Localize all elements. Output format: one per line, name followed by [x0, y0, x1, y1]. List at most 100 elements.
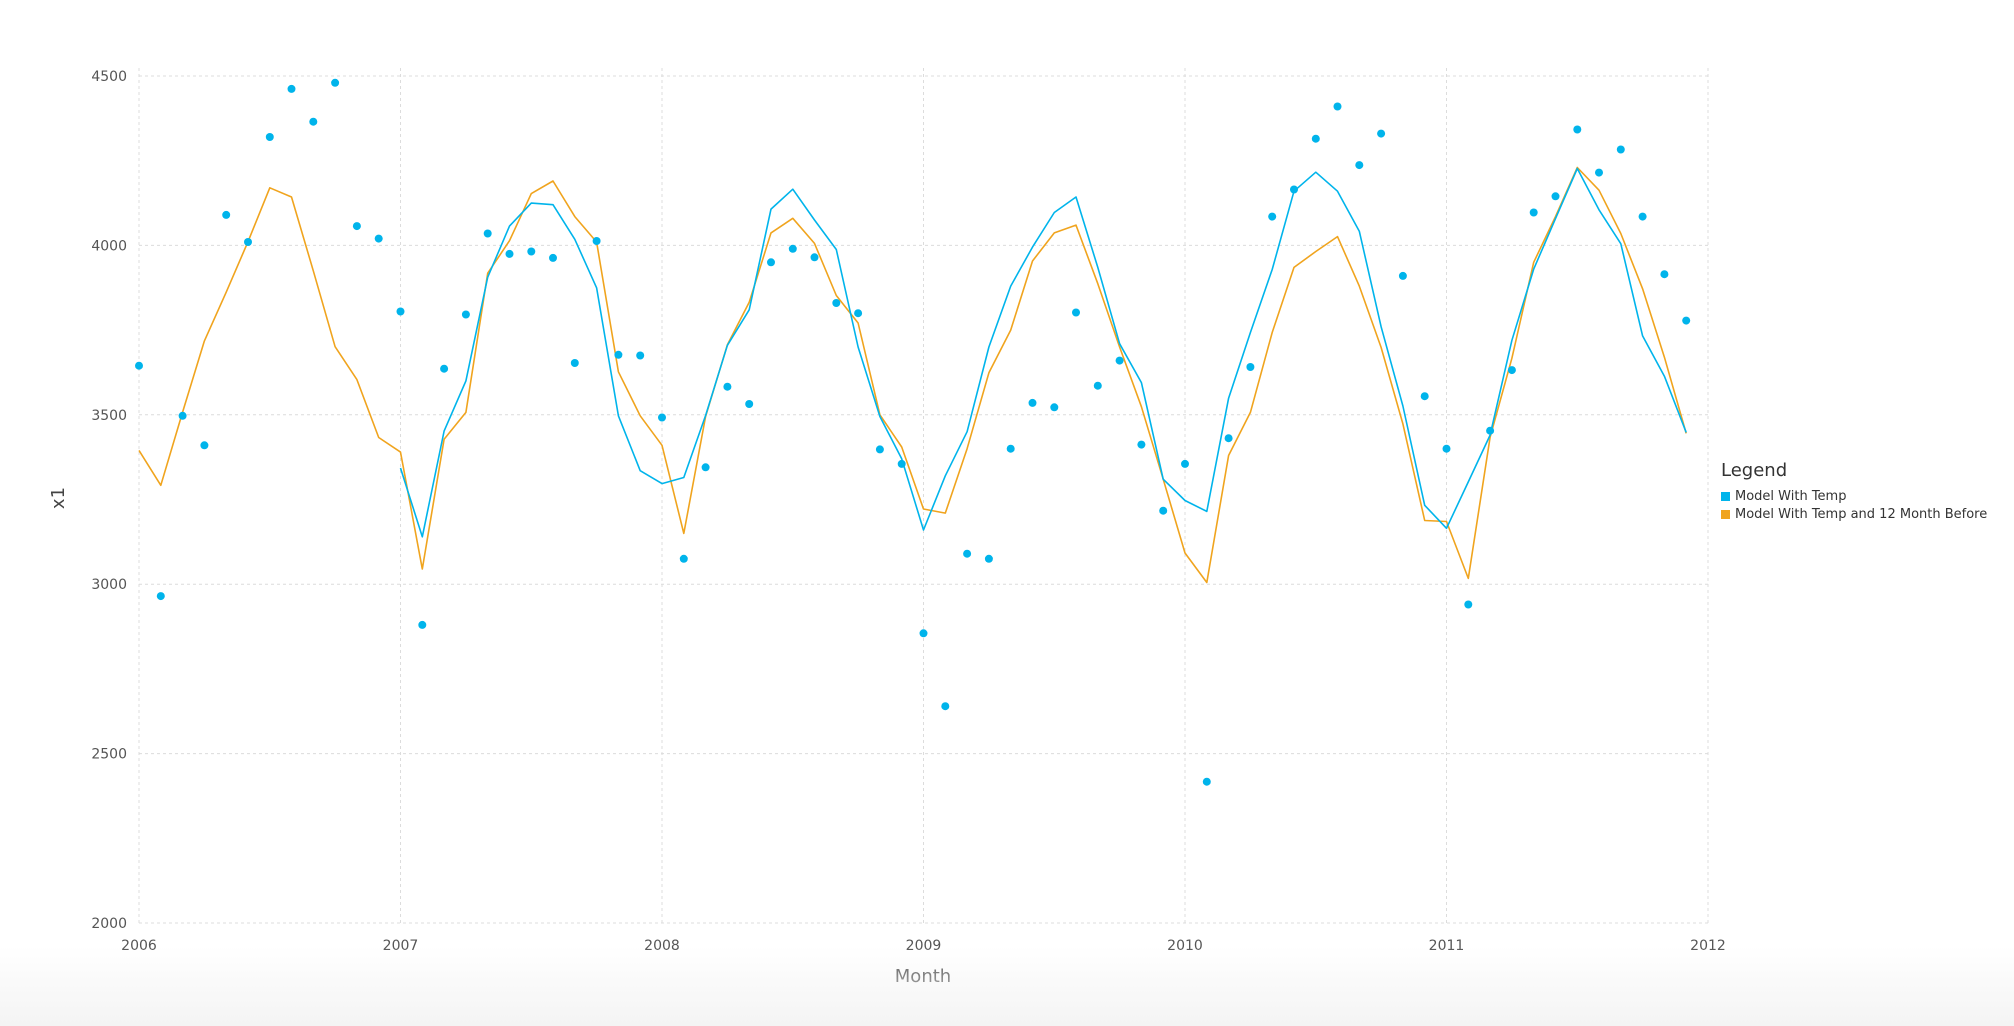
data-point	[200, 441, 209, 450]
data-point	[1398, 271, 1407, 280]
data-point	[309, 117, 318, 126]
data-point	[374, 234, 383, 243]
y-tick-label: 2000	[91, 916, 127, 932]
data-point	[810, 253, 819, 262]
data-point	[440, 364, 449, 373]
data-point	[396, 307, 405, 316]
data-point	[1573, 125, 1582, 134]
data-point	[178, 411, 187, 420]
x-tick-label: 2011	[1429, 938, 1465, 954]
data-point	[331, 78, 340, 87]
grid-lines	[138, 68, 1709, 924]
y-tick-label: 2500	[91, 747, 127, 763]
x-axis-label: Month	[895, 966, 951, 987]
data-point	[679, 554, 688, 563]
x-tick-label: 2007	[383, 938, 419, 954]
data-point	[1377, 129, 1386, 138]
data-point	[570, 359, 579, 367]
x-tick-label: 2006	[121, 938, 157, 954]
data-point	[919, 629, 928, 638]
data-point	[352, 222, 361, 231]
data-point	[1246, 363, 1255, 371]
y-axis-label: x1	[48, 487, 69, 509]
data-point	[461, 310, 470, 319]
legend: Legend Model With Temp Model With Temp a…	[1721, 460, 1987, 523]
data-point	[265, 133, 274, 141]
data-point	[854, 309, 863, 318]
data-point	[483, 229, 492, 238]
data-point	[156, 592, 165, 601]
data-point	[505, 249, 514, 258]
data-point	[592, 237, 601, 245]
data-point	[1442, 444, 1451, 453]
data-point	[1159, 506, 1168, 515]
data-point	[1616, 145, 1625, 154]
axes: 2000 2500 3000 3500 4000 4500 2006 2007 2008 2009…	[91, 69, 1725, 954]
data-point	[549, 253, 557, 262]
legend-swatch-model-with-temp-and-12-month	[1721, 509, 1730, 519]
observed-points	[135, 78, 1691, 786]
data-point	[745, 400, 754, 408]
data-point	[1072, 308, 1080, 317]
data-point	[1006, 444, 1015, 453]
data-point	[1224, 434, 1233, 443]
data-point	[1464, 600, 1473, 609]
data-point	[287, 84, 296, 93]
series-line-model-with-temp-and-12-month-before	[138, 166, 1687, 584]
data-point	[135, 361, 143, 370]
data-point	[1682, 316, 1691, 325]
data-point	[1420, 392, 1429, 401]
data-point	[1181, 459, 1189, 468]
data-point	[1115, 356, 1124, 365]
data-point	[875, 445, 884, 454]
data-point	[1551, 192, 1560, 201]
legend-title: Legend	[1721, 460, 1788, 481]
data-point	[222, 210, 231, 219]
data-point	[244, 238, 252, 246]
data-point	[527, 247, 536, 256]
y-tick-label: 4000	[91, 238, 127, 254]
data-point	[1268, 212, 1277, 221]
data-point	[1137, 440, 1146, 449]
data-point	[1638, 212, 1647, 221]
y-tick-label: 3500	[91, 408, 127, 424]
data-point	[1050, 403, 1059, 412]
x-tick-label: 2010	[1167, 938, 1203, 954]
legend-item-model-with-temp-and-12-month: Model With Temp and 12 Month Before	[1721, 505, 1987, 523]
data-point	[1595, 168, 1603, 177]
data-point	[767, 258, 775, 267]
data-point	[1311, 134, 1320, 143]
legend-label-model-with-temp: Model With Temp	[1735, 488, 1847, 504]
data-point	[1093, 381, 1102, 390]
data-point	[1529, 208, 1538, 217]
legend-swatch-model-with-temp	[1721, 491, 1730, 501]
data-point	[701, 463, 710, 472]
x-tick-label: 2009	[906, 938, 942, 954]
data-point	[984, 554, 993, 563]
series-lines	[138, 166, 1687, 584]
x-tick-label: 2012	[1690, 938, 1726, 954]
y-tick-label: 3000	[91, 577, 127, 593]
data-point	[941, 702, 950, 711]
data-point	[963, 549, 972, 558]
x-tick-label: 2008	[644, 938, 680, 954]
data-point	[636, 351, 645, 360]
data-point	[1028, 398, 1037, 407]
data-point	[658, 413, 666, 422]
data-point	[418, 620, 427, 629]
data-point	[1507, 366, 1516, 375]
data-point	[1202, 777, 1211, 786]
data-point	[614, 350, 623, 359]
data-point	[1486, 426, 1495, 435]
legend-label-model-with-temp-and-12-month: Model With Temp and 12 Month Before	[1735, 506, 1988, 522]
data-point	[1355, 161, 1364, 170]
data-point	[1660, 270, 1669, 279]
data-point	[1290, 185, 1298, 194]
data-point	[788, 244, 797, 253]
legend-item-model-with-temp: Model With Temp	[1721, 487, 1987, 505]
data-point	[1333, 102, 1342, 111]
series-line-model-with-temp	[399, 167, 1687, 538]
data-point	[723, 382, 732, 391]
